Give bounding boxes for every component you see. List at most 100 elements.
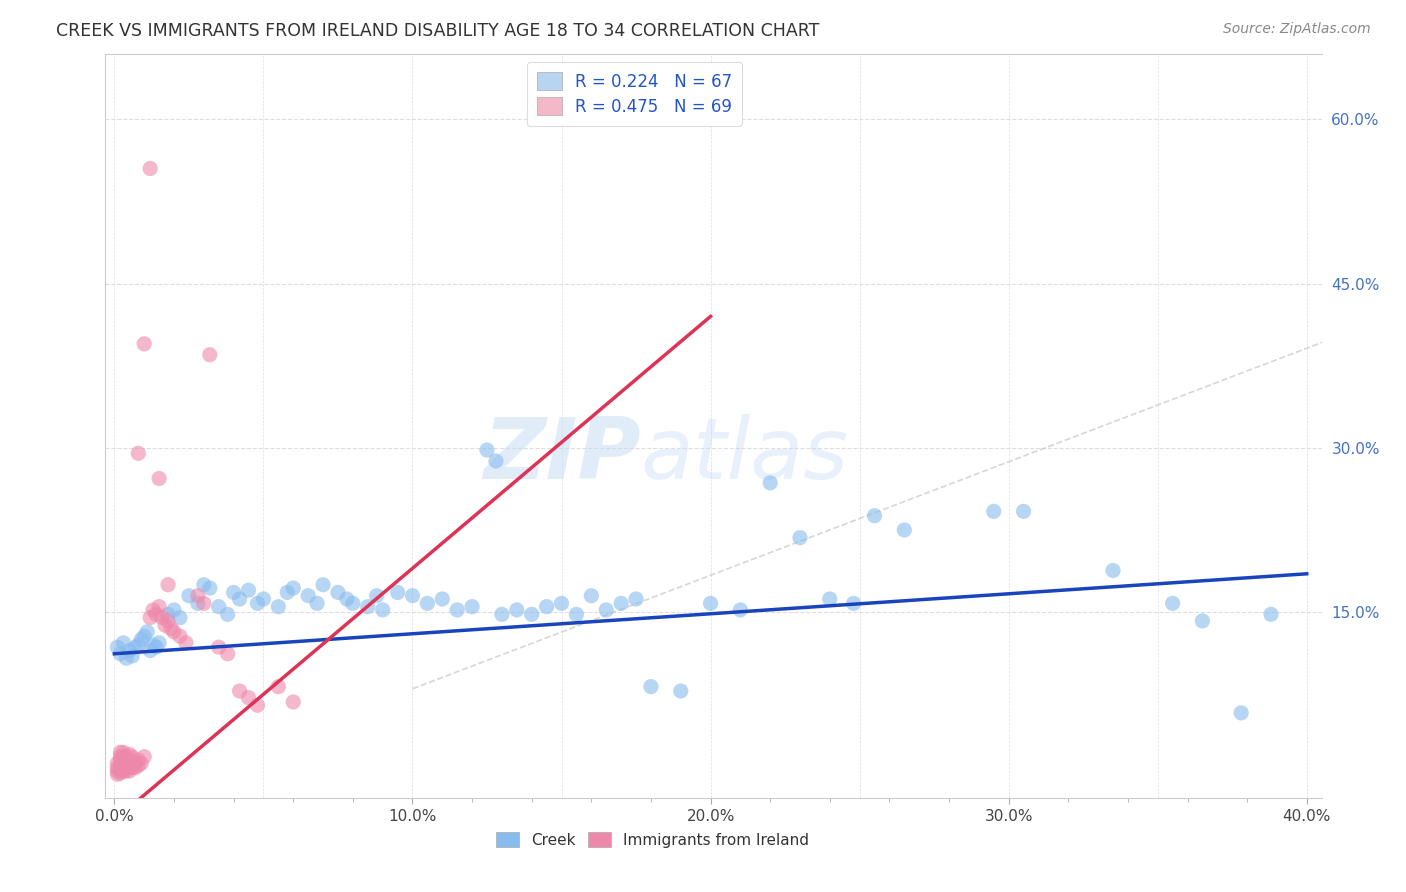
Point: [110, 647, 132, 661]
Point: [118, 764, 141, 778]
Point: [283, 581, 305, 595]
Point: [624, 592, 647, 607]
Point: [506, 603, 529, 617]
Point: [610, 596, 633, 610]
Point: [148, 599, 170, 614]
Point: [208, 599, 231, 614]
Point: [217, 607, 239, 622]
Point: [134, 749, 156, 764]
Point: [157, 614, 180, 628]
Point: [187, 589, 209, 603]
Point: [163, 624, 186, 639]
Point: [283, 695, 305, 709]
Point: [208, 640, 231, 655]
Point: [238, 690, 260, 705]
Point: [326, 585, 349, 599]
Point: [148, 636, 170, 650]
Point: [142, 638, 165, 652]
Point: [157, 578, 180, 592]
Point: [187, 596, 209, 610]
Point: [485, 454, 508, 468]
Point: [342, 596, 364, 610]
Point: [115, 756, 138, 771]
Point: [169, 629, 191, 643]
Point: [1161, 596, 1184, 610]
Point: [121, 756, 143, 771]
Point: [139, 161, 162, 176]
Point: [139, 610, 162, 624]
Point: [267, 680, 290, 694]
Point: [818, 592, 841, 607]
Point: [160, 622, 183, 636]
Point: [118, 747, 141, 762]
Point: [118, 643, 141, 657]
Point: [127, 758, 149, 772]
Point: [1012, 504, 1035, 518]
Point: [198, 581, 221, 595]
Point: [139, 643, 162, 657]
Point: [863, 508, 886, 523]
Point: [581, 589, 603, 603]
Point: [105, 764, 128, 778]
Point: [142, 603, 165, 617]
Point: [789, 531, 811, 545]
Point: [461, 599, 484, 614]
Point: [115, 764, 138, 778]
Point: [163, 603, 186, 617]
Point: [669, 684, 692, 698]
Point: [475, 443, 498, 458]
Point: [145, 607, 167, 622]
Point: [112, 749, 135, 764]
Point: [246, 698, 269, 713]
Point: [267, 599, 290, 614]
Point: [105, 756, 128, 771]
Point: [153, 618, 176, 632]
Point: [246, 596, 269, 610]
Point: [124, 640, 146, 655]
Point: [336, 592, 359, 607]
Point: [401, 589, 423, 603]
Point: [491, 607, 513, 622]
Point: [387, 585, 409, 599]
Point: [124, 756, 146, 771]
Point: [432, 592, 454, 607]
Point: [129, 756, 152, 771]
Point: [416, 596, 439, 610]
Point: [1230, 706, 1253, 720]
Text: Source: ZipAtlas.com: Source: ZipAtlas.com: [1223, 22, 1371, 37]
Point: [112, 761, 135, 775]
Point: [110, 758, 132, 772]
Point: [252, 592, 274, 607]
Point: [446, 603, 468, 617]
Point: [112, 745, 135, 759]
Point: [174, 636, 197, 650]
Point: [222, 585, 245, 599]
Point: [121, 648, 143, 663]
Point: [169, 610, 191, 624]
Point: [198, 348, 221, 362]
Text: atlas: atlas: [641, 414, 849, 497]
Point: [110, 749, 132, 764]
Point: [297, 589, 319, 603]
Point: [105, 761, 128, 775]
Point: [127, 638, 149, 652]
Point: [1260, 607, 1282, 622]
Point: [371, 603, 394, 617]
Point: [121, 749, 143, 764]
Point: [193, 578, 215, 592]
Point: [699, 596, 721, 610]
Point: [112, 756, 135, 771]
Point: [276, 585, 298, 599]
Point: [536, 599, 558, 614]
Point: [115, 651, 138, 665]
Point: [145, 640, 167, 655]
Point: [105, 640, 128, 655]
Point: [366, 589, 388, 603]
Point: [121, 761, 143, 775]
Point: [520, 607, 543, 622]
Point: [148, 471, 170, 485]
Text: CREEK VS IMMIGRANTS FROM IRELAND DISABILITY AGE 18 TO 34 CORRELATION CHART: CREEK VS IMMIGRANTS FROM IRELAND DISABIL…: [56, 22, 820, 40]
Point: [118, 758, 141, 772]
Point: [110, 763, 132, 777]
Point: [238, 583, 260, 598]
